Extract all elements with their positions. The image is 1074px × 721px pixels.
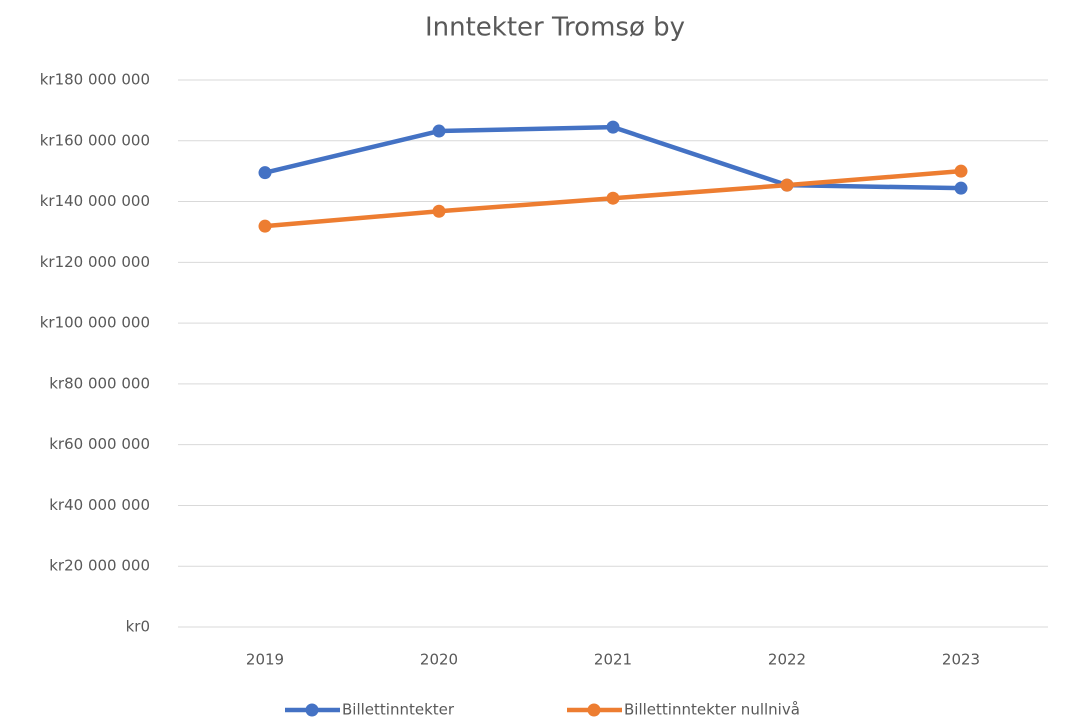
data-point xyxy=(258,219,272,233)
data-point xyxy=(432,124,446,138)
data-point xyxy=(780,178,794,192)
data-point xyxy=(432,204,446,218)
y-tick-label: kr20 000 000 xyxy=(49,557,150,575)
data-point xyxy=(606,120,620,134)
y-tick-label: kr180 000 000 xyxy=(40,71,150,89)
x-tick-label: 2023 xyxy=(942,651,980,669)
chart-title: Inntekter Tromsø by xyxy=(425,13,685,43)
legend-marker xyxy=(305,703,319,717)
legend-marker xyxy=(587,703,601,717)
y-tick-label: kr160 000 000 xyxy=(40,131,150,149)
y-tick-label: kr140 000 000 xyxy=(40,192,150,210)
y-tick-label: kr60 000 000 xyxy=(49,435,150,453)
x-tick-label: 2021 xyxy=(594,651,632,669)
y-tick-label: kr120 000 000 xyxy=(40,253,150,271)
legend-label: Billettinntekter nullnivå xyxy=(624,701,800,719)
y-tick-label: kr80 000 000 xyxy=(49,374,150,392)
data-point xyxy=(606,191,620,205)
legend-label: Billettinntekter xyxy=(342,701,455,719)
x-tick-label: 2020 xyxy=(420,651,458,669)
x-tick-label: 2019 xyxy=(246,651,284,669)
y-tick-label: kr100 000 000 xyxy=(40,314,150,332)
data-point xyxy=(954,164,968,178)
y-tick-label: kr0 xyxy=(126,618,150,636)
data-point xyxy=(258,166,272,180)
data-point xyxy=(954,181,968,195)
y-tick-label: kr40 000 000 xyxy=(49,496,150,514)
x-tick-label: 2022 xyxy=(768,651,806,669)
